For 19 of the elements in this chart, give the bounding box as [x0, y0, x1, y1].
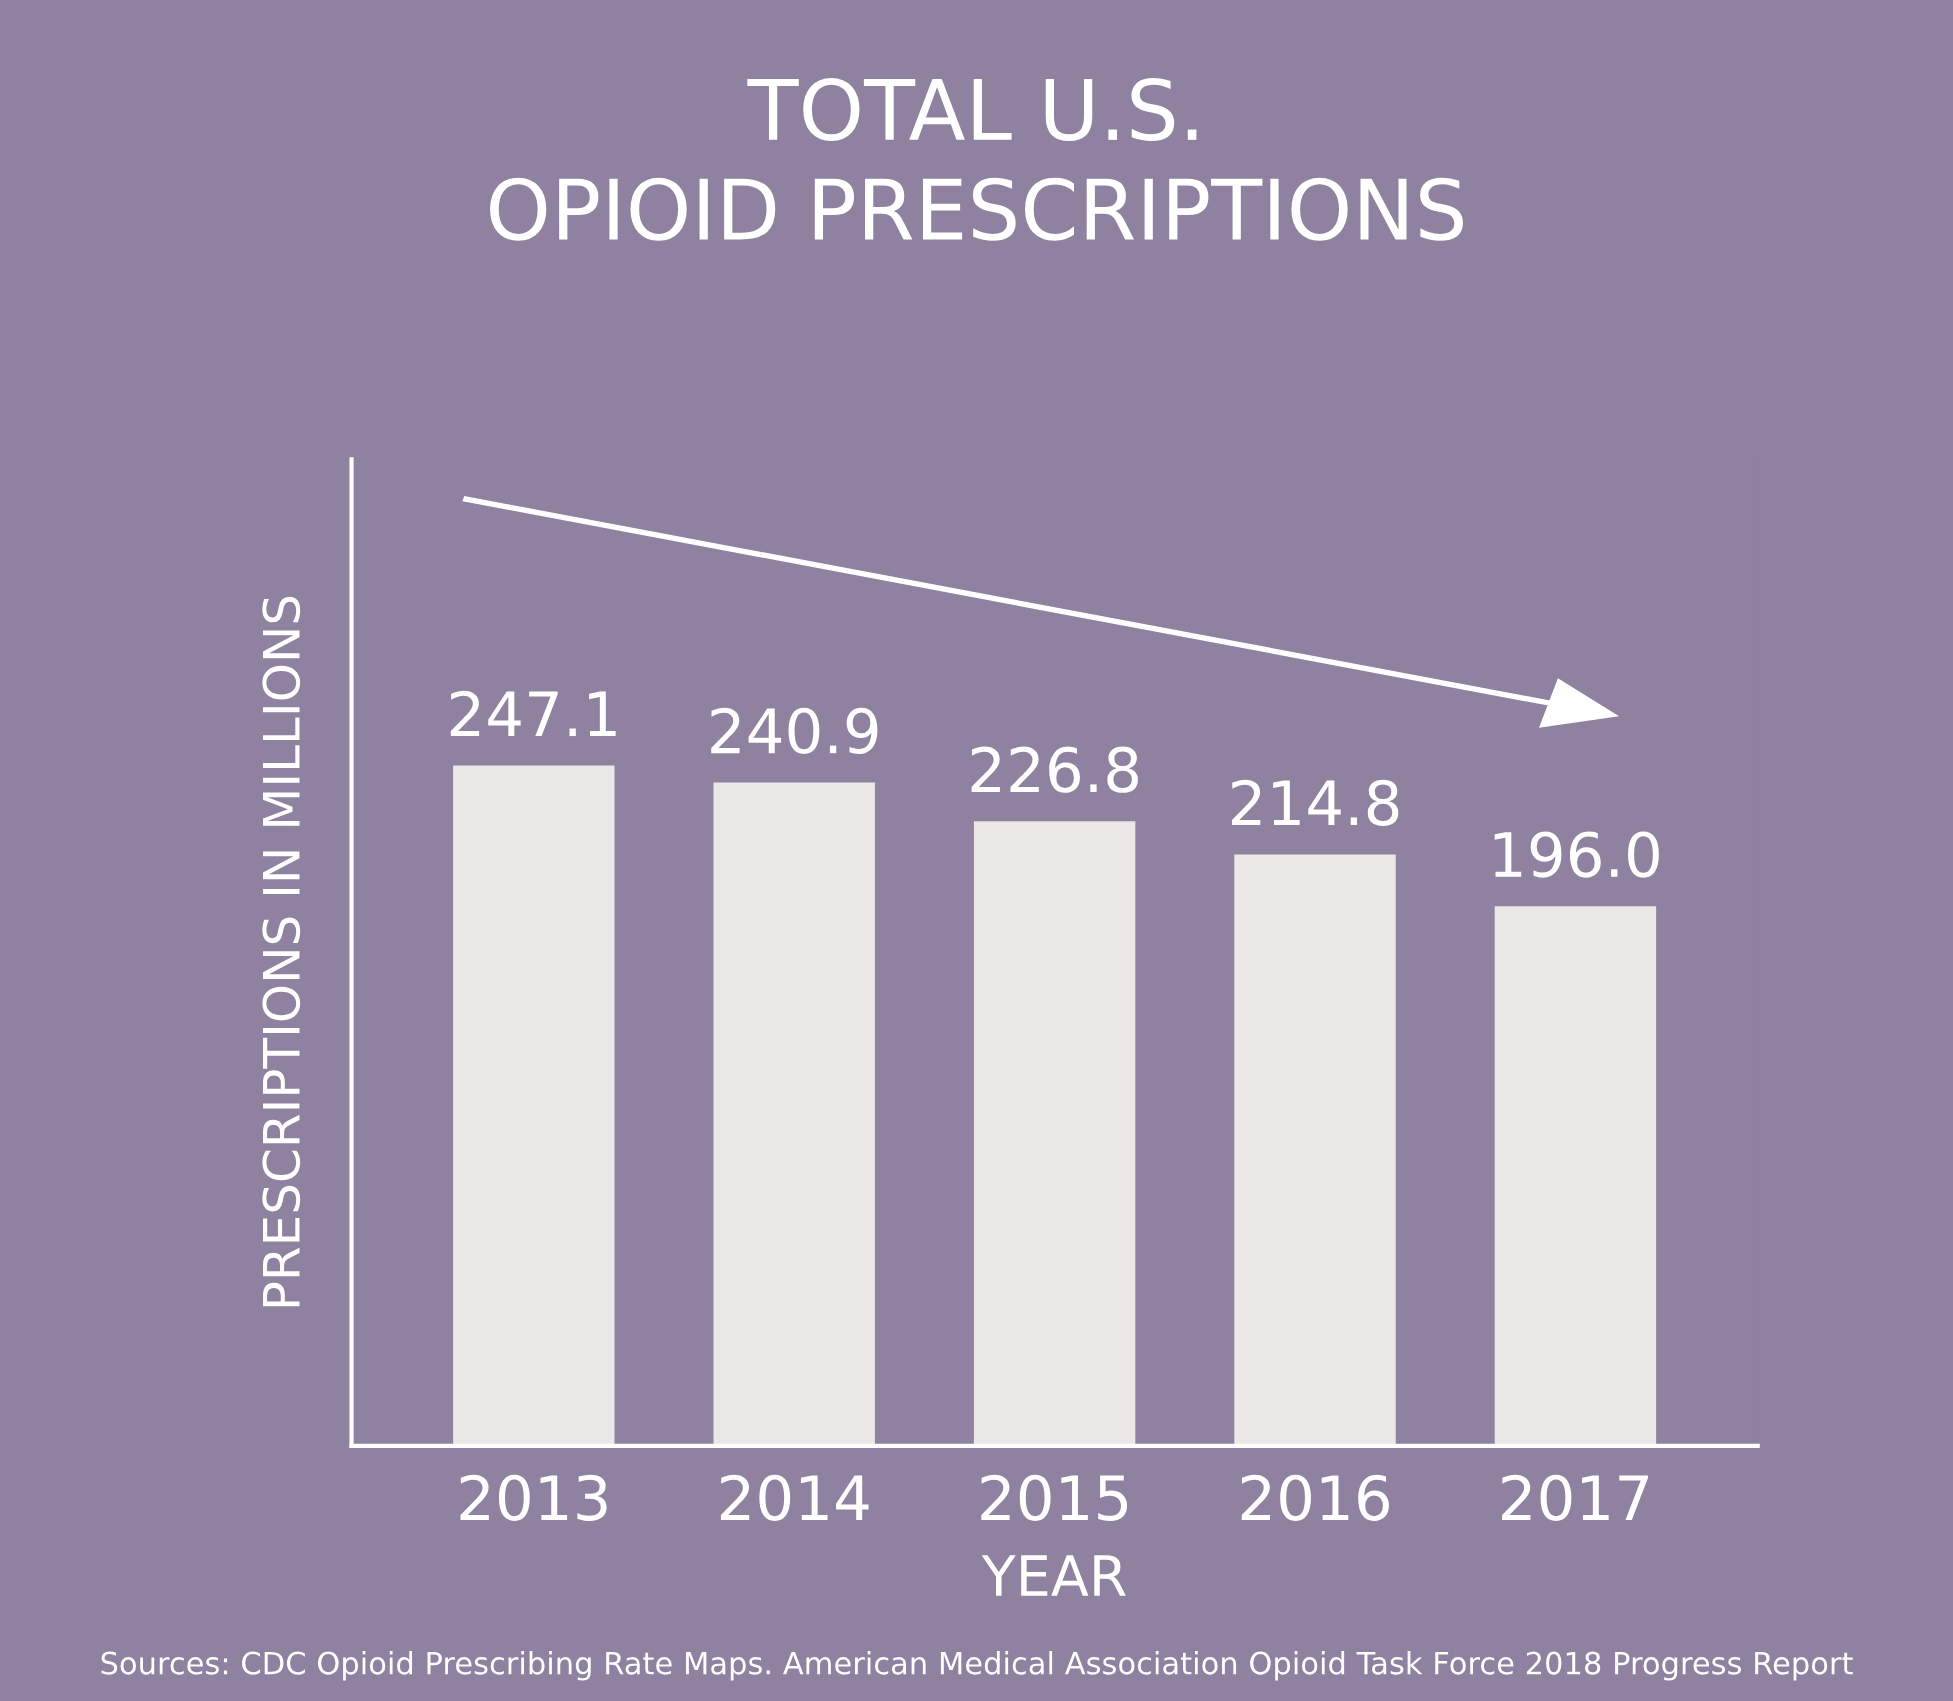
x-axis-title: YEAR	[981, 1555, 1126, 1596]
bar	[973, 821, 1136, 1446]
bar	[713, 782, 875, 1446]
bar	[453, 765, 615, 1446]
x-tick-label: 2016	[1241, 1474, 1389, 1521]
y-axis-title: PRESCRIPTIONS IN MILLIONS	[262, 596, 301, 1307]
x-tick-label: 2014	[720, 1474, 869, 1521]
data-label: 196.0	[1494, 831, 1659, 878]
chart-title: TOTAL U.S. OPIOID PRESCRIPTIONS	[490, 78, 1463, 241]
data-label: 226.8	[971, 746, 1138, 793]
data-label: 214.8	[1232, 779, 1399, 826]
data-label: 247.1	[450, 690, 616, 737]
x-tick-label: 2017	[1502, 1474, 1648, 1521]
x-tick-label: 2013	[460, 1474, 607, 1521]
bar	[1494, 906, 1657, 1446]
source-note: Sources: CDC Opioid Prescribing Rate Maps. American Medical Association Opioid Task Force 2018 Progress Report	[101, 1651, 1853, 1681]
data-label: 240.9	[711, 707, 878, 755]
x-tick-label: 2015	[981, 1474, 1128, 1521]
bar	[1234, 854, 1396, 1446]
